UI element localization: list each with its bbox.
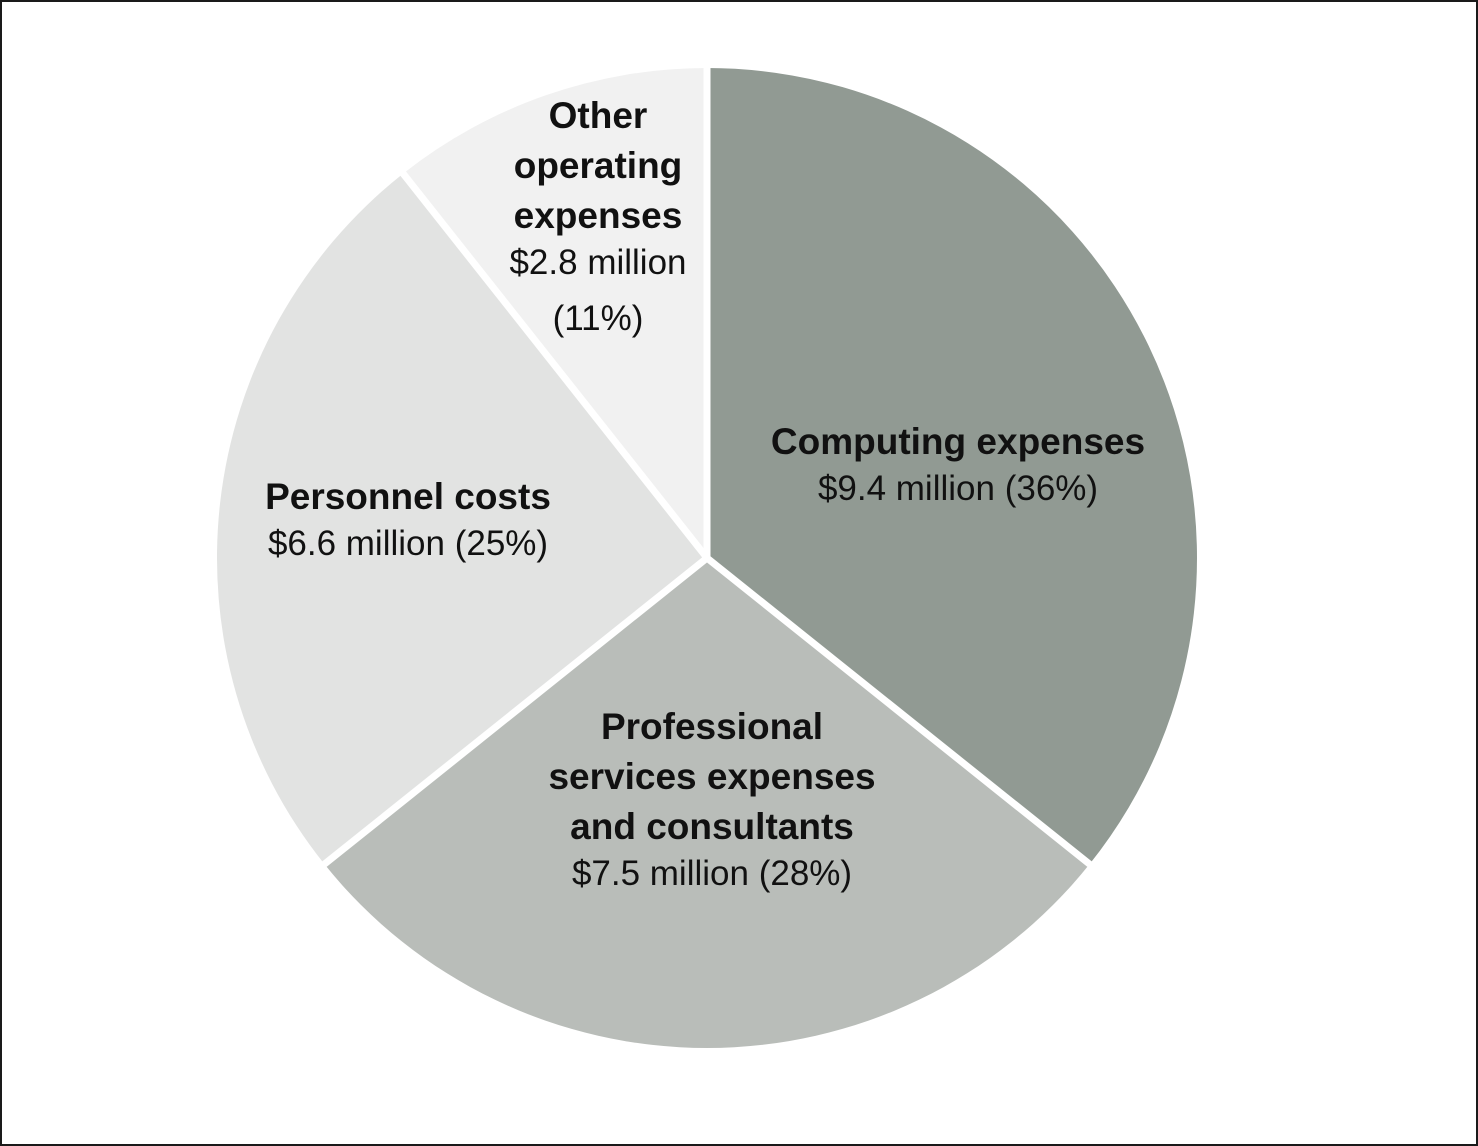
slice-name-professional: services expenses <box>548 756 875 797</box>
slice-label-personnel: Personnel costs $6.6 million (25%) <box>265 476 551 563</box>
pie-slices <box>217 64 1197 1048</box>
slice-separator <box>319 555 710 870</box>
slice-name-other: expenses <box>514 195 683 236</box>
slice-label-professional: Professional services expenses and consult… <box>548 706 875 893</box>
slice-value-computing: $9.4 million (36%) <box>818 469 1098 508</box>
slice-value-professional: $7.5 million (28%) <box>572 854 852 893</box>
slice-separator <box>397 168 710 561</box>
slice-label-other: Other operating expenses $2.8 million (11%) <box>509 95 686 338</box>
slice-value-other: (11%) <box>553 299 644 338</box>
slice-name-other: operating <box>514 145 683 186</box>
slice-name-other: Other <box>549 95 648 136</box>
pie-slice-computing <box>707 68 1197 865</box>
pie-slice-professional <box>324 558 1090 1048</box>
slice-name-computing: Computing expenses <box>771 421 1145 462</box>
slice-name-personnel: Personnel costs <box>265 476 551 517</box>
pie-labels: Computing expenses $9.4 million (36%) Prof… <box>265 95 1145 893</box>
slice-label-computing: Computing expenses $9.4 million (36%) <box>771 421 1145 508</box>
pie-slice-other <box>403 68 707 558</box>
slice-name-professional: and consultants <box>570 806 854 847</box>
slice-name-professional: Professional <box>601 706 823 747</box>
slice-value-other: $2.8 million <box>509 243 686 282</box>
slice-separator <box>704 555 1095 870</box>
pie-slice-personnel <box>217 173 707 865</box>
slice-value-personnel: $6.6 million (25%) <box>268 524 548 563</box>
